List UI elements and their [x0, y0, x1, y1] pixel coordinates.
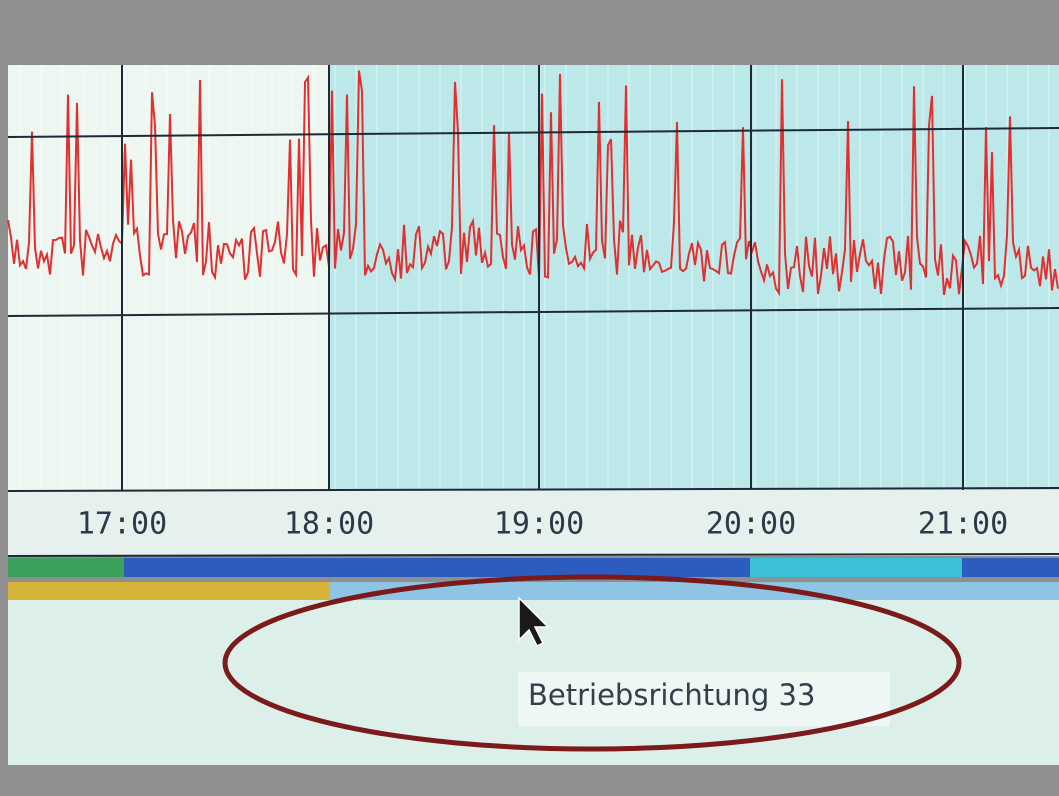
- status-bar-blue: [962, 558, 1059, 577]
- grid-line: [7, 127, 1059, 138]
- status-bar-cyan: [750, 558, 962, 577]
- time-label: 21:00: [918, 507, 1008, 542]
- grid-line: [7, 307, 1059, 317]
- status-bar-green: [8, 558, 124, 577]
- time-label: 18:00: [284, 507, 374, 542]
- plot-area-left: [8, 65, 328, 490]
- highlight-ellipse: [222, 574, 962, 752]
- signal-trace: [7, 70, 1059, 297]
- status-bar-blue: [124, 558, 750, 577]
- runway-bar-blue: [330, 582, 1059, 600]
- plot-area-right: [328, 65, 1059, 490]
- mouse-cursor: [518, 596, 550, 648]
- tooltip-box: [518, 672, 890, 726]
- time-axis: 17:00 18:00 19:00 20:00 21:00: [77, 507, 1008, 542]
- time-label: 17:00: [77, 507, 167, 542]
- axis-line: [7, 487, 1059, 492]
- runway-bar-yellow: [8, 582, 330, 600]
- time-axis-band: [8, 490, 1059, 556]
- time-label: 19:00: [494, 507, 584, 542]
- tooltip-text: Betriebsrichtung 33: [528, 678, 815, 712]
- time-label: 20:00: [706, 507, 796, 542]
- axis-line: [7, 553, 1059, 557]
